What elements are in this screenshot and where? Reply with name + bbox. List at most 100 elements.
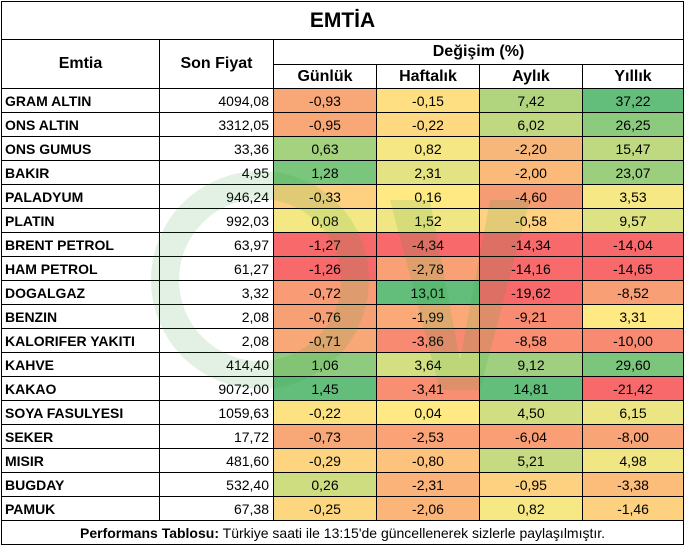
commodity-name: SEKER xyxy=(1,424,160,449)
monthly-change-cell: -14,16 xyxy=(479,256,583,281)
monthly-change-cell: -14,34 xyxy=(479,232,583,257)
commodity-name: PAMUK xyxy=(1,496,160,521)
table-row: BAKIR 4,95 1,28 2,31 -2,00 23,07 xyxy=(1,160,685,185)
daily-change-cell: -1,27 xyxy=(273,232,377,257)
weekly-change-cell: 0,04 xyxy=(376,400,480,425)
daily-change-cell: -0,29 xyxy=(273,448,377,473)
header-last-price: Son Fiyat xyxy=(159,39,274,89)
last-price-cell: 61,27 xyxy=(159,256,274,281)
daily-change-cell: -0,22 xyxy=(273,400,377,425)
yearly-change-cell: 23,07 xyxy=(581,160,685,185)
last-price-cell: 2,08 xyxy=(159,328,274,353)
monthly-change-cell: 5,21 xyxy=(479,448,583,473)
daily-change-cell: -0,76 xyxy=(273,304,377,329)
weekly-change-cell: -0,80 xyxy=(376,448,480,473)
table-row: HAM PETROL 61,27 -1,26 -2,78 -14,16 -14,65 xyxy=(1,256,685,281)
yearly-change-cell: -14,65 xyxy=(581,256,685,281)
table-row: KALORIFER YAKITI 2,08 -0,71 -3,86 -8,58 -10,0… xyxy=(1,328,685,353)
yearly-change-cell: -8,00 xyxy=(581,424,685,449)
last-price-cell: 3312,05 xyxy=(159,112,274,137)
daily-change-cell: -0,93 xyxy=(273,88,377,113)
yearly-change-cell: 4,98 xyxy=(581,448,685,473)
yearly-change-cell: -3,38 xyxy=(581,472,685,497)
commodity-name: BAKIR xyxy=(1,160,160,185)
commodity-name: KALORIFER YAKITI xyxy=(1,328,160,353)
monthly-change-cell: 4,50 xyxy=(479,400,583,425)
monthly-change-cell: -9,21 xyxy=(479,304,583,329)
table-row: BRENT PETROL 63,97 -1,27 -4,34 -14,34 -14,04 xyxy=(1,232,685,257)
table-row: BENZIN 2,08 -0,76 -1,99 -9,21 3,31 xyxy=(1,304,685,329)
commodity-name: HAM PETROL xyxy=(1,256,160,281)
monthly-change-cell: -2,00 xyxy=(479,160,583,185)
table-row: MISIR 481,60 -0,29 -0,80 5,21 4,98 xyxy=(1,448,685,473)
table-row: BUGDAY 532,40 0,26 -2,31 -0,95 -3,38 xyxy=(1,472,685,497)
header-commodity: Emtia xyxy=(1,39,160,89)
last-price-cell: 532,40 xyxy=(159,472,274,497)
header-daily: Günlük xyxy=(273,64,377,89)
weekly-change-cell: 13,01 xyxy=(376,280,480,305)
daily-change-cell: -0,25 xyxy=(273,496,377,521)
table-row: PAMUK 67,38 -0,25 -2,06 0,82 -1,46 xyxy=(1,496,685,521)
daily-change-cell: -0,95 xyxy=(273,112,377,137)
header-yearly: Yıllık xyxy=(581,64,685,89)
commodity-name: ONS ALTIN xyxy=(1,112,160,137)
weekly-change-cell: -2,53 xyxy=(376,424,480,449)
table-row: ONS ALTIN 3312,05 -0,95 -0,22 6,02 26,25 xyxy=(1,112,685,137)
weekly-change-cell: 3,64 xyxy=(376,352,480,377)
commodity-name: BUGDAY xyxy=(1,472,160,497)
commodity-name: PLATIN xyxy=(1,208,160,233)
daily-change-cell: 0,08 xyxy=(273,208,377,233)
footer-label: Performans Tablosu: xyxy=(80,524,219,541)
monthly-change-cell: -8,58 xyxy=(479,328,583,353)
weekly-change-cell: -4,34 xyxy=(376,232,480,257)
weekly-change-cell: 2,31 xyxy=(376,160,480,185)
monthly-change-cell: -0,95 xyxy=(479,472,583,497)
commodity-name: KAHVE xyxy=(1,352,160,377)
last-price-cell: 67,38 xyxy=(159,496,274,521)
last-price-cell: 481,60 xyxy=(159,448,274,473)
monthly-change-cell: -6,04 xyxy=(479,424,583,449)
table-row: SEKER 17,72 -0,73 -2,53 -6,04 -8,00 xyxy=(1,424,685,449)
yearly-change-cell: -8,52 xyxy=(581,280,685,305)
table-row: KAHVE 414,40 1,06 3,64 9,12 29,60 xyxy=(1,352,685,377)
daily-change-cell: -1,26 xyxy=(273,256,377,281)
table-row: PALADYUM 946,24 -0,33 0,16 -4,60 3,53 xyxy=(1,184,685,209)
header-monthly: Aylık xyxy=(479,64,583,89)
daily-change-cell: -0,73 xyxy=(273,424,377,449)
yearly-change-cell: 29,60 xyxy=(581,352,685,377)
commodity-name: DOGALGAZ xyxy=(1,280,160,305)
weekly-change-cell: 1,52 xyxy=(376,208,480,233)
monthly-change-cell: -4,60 xyxy=(479,184,583,209)
weekly-change-cell: 0,82 xyxy=(376,136,480,161)
last-price-cell: 9072,00 xyxy=(159,376,274,401)
commodity-name: SOYA FASULYESI xyxy=(1,400,160,425)
table-row: GRAM ALTIN 4094,08 -0,93 -0,15 7,42 37,22 xyxy=(1,88,685,113)
last-price-cell: 4094,08 xyxy=(159,88,274,113)
table-row: ONS GUMUS 33,36 0,63 0,82 -2,20 15,47 xyxy=(1,136,685,161)
yearly-change-cell: 37,22 xyxy=(581,88,685,113)
last-price-cell: 33,36 xyxy=(159,136,274,161)
monthly-change-cell: 9,12 xyxy=(479,352,583,377)
commodity-name: MISIR xyxy=(1,448,160,473)
table-row: DOGALGAZ 3,32 -0,72 13,01 -19,62 -8,52 xyxy=(1,280,685,305)
last-price-cell: 4,95 xyxy=(159,160,274,185)
header-weekly: Haftalık xyxy=(376,64,480,89)
weekly-change-cell: -2,31 xyxy=(376,472,480,497)
daily-change-cell: 1,28 xyxy=(273,160,377,185)
yearly-change-cell: 26,25 xyxy=(581,112,685,137)
monthly-change-cell: -2,20 xyxy=(479,136,583,161)
weekly-change-cell: -3,41 xyxy=(376,376,480,401)
weekly-change-cell: -0,22 xyxy=(376,112,480,137)
daily-change-cell: 1,45 xyxy=(273,376,377,401)
commodity-name: ONS GUMUS xyxy=(1,136,160,161)
last-price-cell: 63,97 xyxy=(159,232,274,257)
monthly-change-cell: 14,81 xyxy=(479,376,583,401)
last-price-cell: 3,32 xyxy=(159,280,274,305)
monthly-change-cell: 6,02 xyxy=(479,112,583,137)
yearly-change-cell: 9,57 xyxy=(581,208,685,233)
weekly-change-cell: -2,06 xyxy=(376,496,480,521)
table-body: GRAM ALTIN 4094,08 -0,93 -0,15 7,42 37,22 ONS … xyxy=(1,88,685,521)
table-title: EMTİA xyxy=(0,1,685,40)
